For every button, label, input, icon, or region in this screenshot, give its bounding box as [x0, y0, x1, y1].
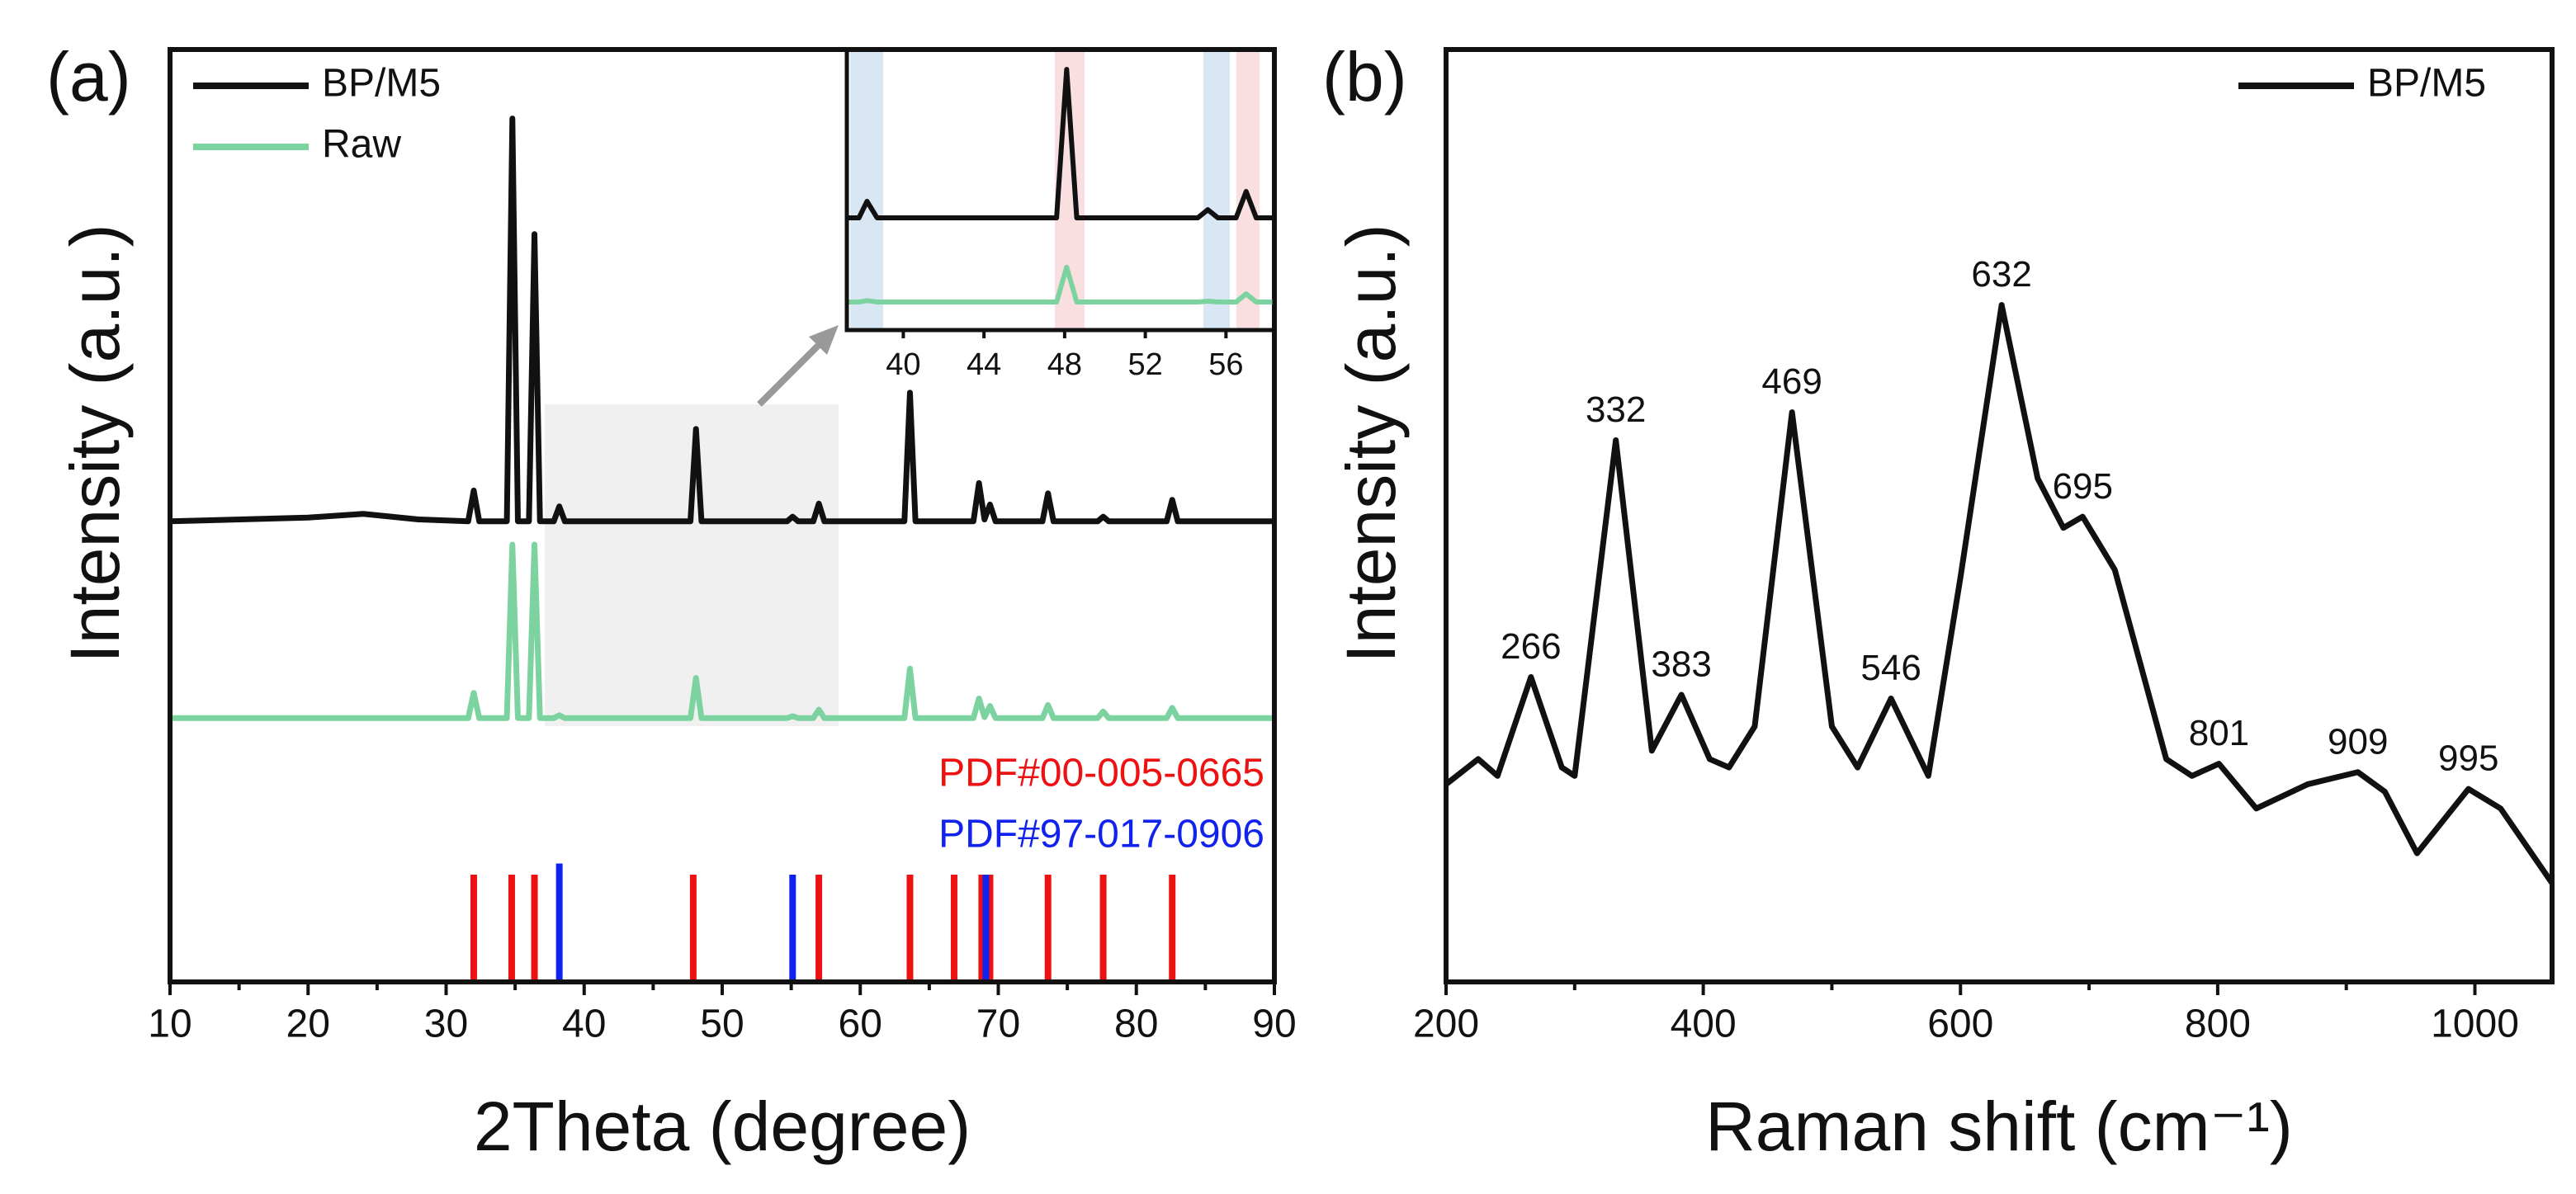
x-tick-label: 600	[1927, 1003, 1993, 1046]
legend-label: Raw	[322, 123, 401, 167]
x-tick-label: 50	[700, 1003, 744, 1046]
plot-frame	[844, 47, 1277, 333]
x-tick-label: 200	[1413, 1003, 1479, 1046]
peak-label: 995	[2438, 739, 2498, 779]
peak-label: 332	[1586, 389, 1646, 430]
y-axis-title: Intensity (a.u.)	[1332, 224, 1410, 663]
inset-band	[850, 50, 883, 330]
series-line	[847, 264, 1274, 304]
x-tick-label: 40	[886, 347, 920, 382]
x-tick-label: 80	[1114, 1003, 1158, 1046]
peak-label: 546	[1860, 648, 1921, 688]
y-axis-title: Intensity (a.u.)	[56, 224, 134, 663]
series-line	[1444, 302, 2555, 885]
series-line	[170, 541, 1274, 721]
zoom-arrow	[757, 339, 825, 407]
panel-label: (a)	[46, 38, 131, 116]
panel-label: (b)	[1322, 38, 1407, 116]
zoom-arrow-head	[809, 325, 839, 355]
legend-label: BP/M5	[2367, 62, 2486, 106]
reference-label: PDF#97-017-0906	[938, 813, 1264, 857]
x-tick-label: 90	[1252, 1003, 1296, 1046]
reference-label: PDF#00-005-0665	[938, 752, 1264, 795]
x-tick-label: 20	[286, 1003, 330, 1046]
x-tick-label: 48	[1047, 347, 1082, 382]
series-line	[847, 67, 1274, 220]
series-line	[169, 116, 1274, 525]
x-tick-label: 10	[148, 1003, 191, 1046]
x-tick-label: 40	[562, 1003, 606, 1046]
x-tick-label: 44	[967, 347, 1001, 382]
peak-label: 266	[1501, 626, 1561, 667]
peak-label: 632	[1971, 254, 2031, 295]
x-axis-title: Raman shift (cm⁻¹)	[1705, 1088, 2293, 1165]
peak-label: 801	[2189, 713, 2249, 753]
peak-label: 695	[2053, 466, 2113, 507]
x-tick-label: 60	[839, 1003, 882, 1046]
legend-label: BP/M5	[322, 62, 441, 106]
x-tick-label: 1000	[2431, 1003, 2519, 1046]
highlight-region	[545, 404, 839, 726]
x-tick-label: 400	[1671, 1003, 1737, 1046]
plot-frame	[1444, 47, 2555, 984]
x-tick-label: 52	[1127, 347, 1162, 382]
x-axis-title: 2Theta (degree)	[474, 1088, 971, 1165]
x-tick-label: 30	[424, 1003, 468, 1046]
x-tick-label: 56	[1208, 347, 1243, 382]
peak-label: 909	[2328, 721, 2388, 762]
peak-label: 383	[1651, 644, 1711, 685]
plot-frame	[168, 47, 1277, 984]
x-tick-label: 70	[976, 1003, 1020, 1046]
inset-band	[1203, 50, 1230, 330]
x-tick-label: 800	[2185, 1003, 2251, 1046]
inset-band	[1236, 50, 1260, 330]
peak-label: 469	[1761, 361, 1822, 402]
